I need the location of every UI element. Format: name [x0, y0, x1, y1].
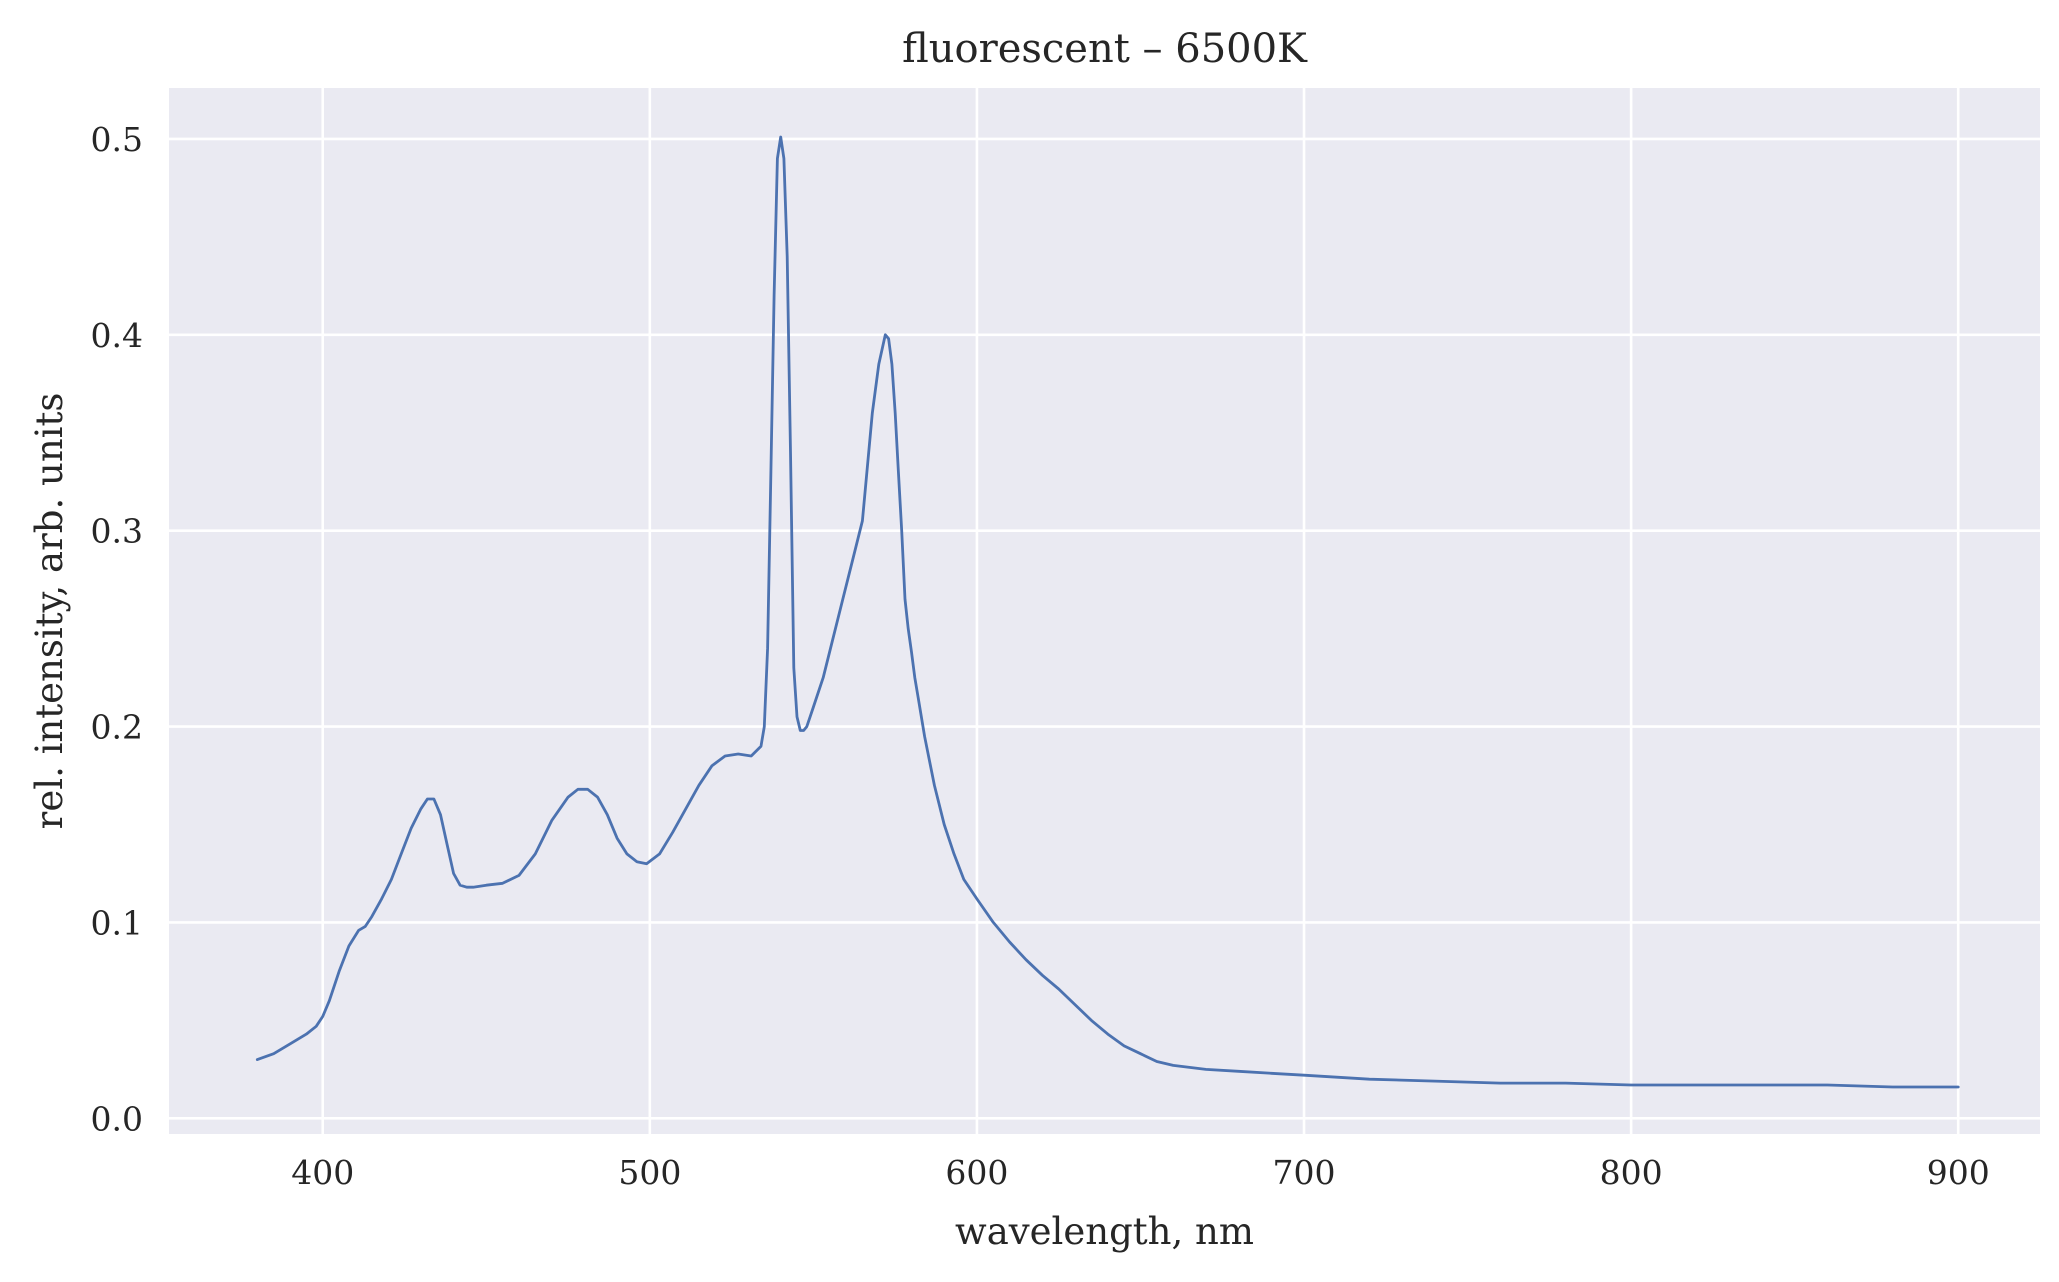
y-tick-label: 0.4 [91, 316, 143, 355]
x-tick-label: 600 [945, 1153, 1008, 1192]
y-tick-label: 0.1 [91, 903, 143, 942]
y-tick-label: 0.0 [91, 1099, 143, 1138]
plot-background [169, 88, 2040, 1134]
y-axis-label: rel. intensity, arb. units [28, 393, 71, 830]
y-tick-label: 0.5 [91, 120, 143, 159]
tick-labels: 400 500 600 700 800 900 0.0 0.1 0.2 0.3 0.4 0.5 [91, 120, 1990, 1192]
y-tick-label: 0.3 [91, 512, 143, 551]
x-tick-label: 800 [1600, 1153, 1663, 1192]
grid-lines [169, 88, 2040, 1134]
chart-title: fluorescent – 6500K [902, 26, 1308, 72]
x-tick-label: 400 [291, 1153, 354, 1192]
series-line [255, 135, 1960, 1089]
x-tick-label: 700 [1273, 1153, 1336, 1192]
x-tick-label: 900 [1927, 1153, 1990, 1192]
series-layer [255, 135, 1960, 1089]
y-tick-label: 0.2 [91, 708, 143, 747]
x-tick-label: 500 [618, 1153, 681, 1192]
x-axis-label: wavelength, nm [955, 1210, 1254, 1253]
